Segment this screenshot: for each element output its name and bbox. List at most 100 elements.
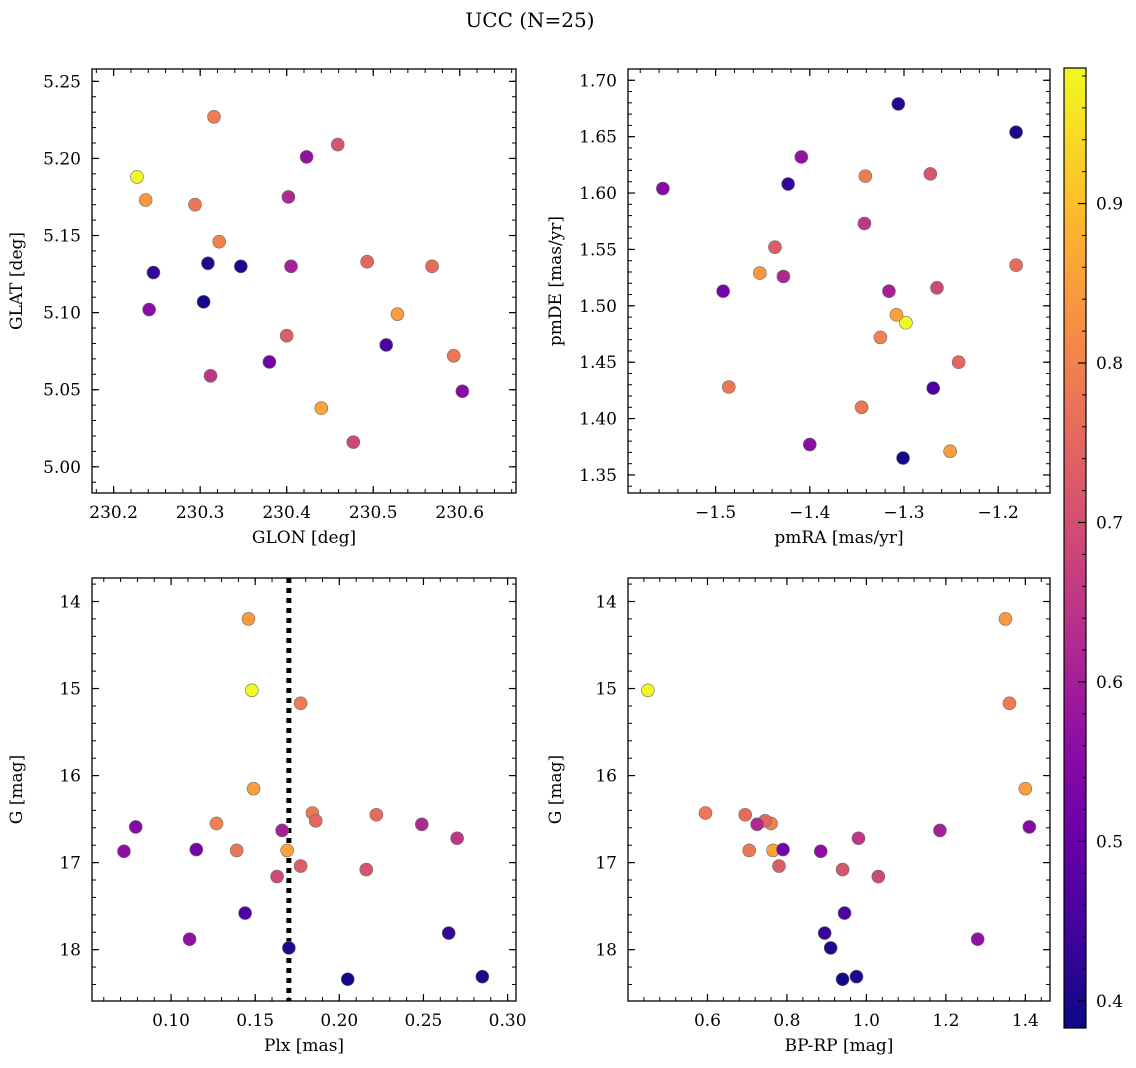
y-axis-label: G [mag] [546,755,566,824]
data-point [270,869,284,884]
data-point [146,265,161,280]
y-tick-label: 18 [595,941,617,961]
data-point [262,355,277,369]
x-tick-label: 0.8 [773,1011,800,1031]
data-point [772,859,786,873]
data-point [753,266,767,280]
data-point [750,817,764,832]
data-point [923,167,938,181]
data-point [212,234,226,249]
y-tick-label: 5.15 [43,227,81,247]
data-point [138,193,153,207]
data-point [998,612,1013,626]
data-point [854,400,869,415]
x-axis-label: BP-RP [mag] [785,1036,894,1056]
x-tick-label: −1.4 [789,503,830,523]
y-tick-label: 17 [59,854,81,874]
y-tick-label: 1.45 [579,353,617,373]
data-point [813,844,828,859]
y-tick-label: 17 [595,854,617,874]
panel-glon-glat: 230.2 230.3 230.4 230.5 230.6 5.00 5.05 5.10 5.1… [7,68,517,548]
colorbar-tick-label: 0.8 [1096,354,1123,374]
data-point [279,328,294,343]
y-tick-label: 1.65 [579,128,617,148]
data-point [330,137,345,152]
panels: 230.2 230.3 230.4 230.5 230.6 5.00 5.05 5.10 5.1… [7,68,1051,1056]
x-tick-label: 230.5 [349,503,398,523]
data-point [414,817,429,832]
data-point [742,843,756,858]
figure-title: UCC (N=25) [465,8,594,32]
data-point [951,355,966,369]
data-point [128,820,143,834]
data-point [849,969,864,984]
data-point [340,972,355,987]
y-tick-label: 1.50 [579,297,617,317]
data-point [837,906,852,920]
data-point [1009,258,1023,273]
data-point [1018,781,1033,796]
data-point [390,307,405,321]
y-tick-label: 5.20 [43,149,81,169]
panel-plx-g: 0.10 0.15 0.20 0.25 0.30 14 15 16 17 18 Plx [mas] G… [7,577,527,1056]
data-point [781,177,795,191]
data-point [656,181,670,196]
axes-frame [91,68,517,494]
data-point [241,612,256,626]
panel-pmra-pmde: −1.5 −1.4 −1.3 −1.2 1.35 1.40 1.45 1.50 1.55 1.60… [546,68,1051,548]
data-point [117,844,131,859]
data-point [970,932,985,947]
data-point [280,843,294,858]
data-point [359,862,374,877]
x-tick-label: 0.15 [236,1011,274,1031]
y-tick-label: 1.60 [579,184,617,204]
x-axis-label: Plx [mas] [264,1036,344,1056]
data-point [873,330,888,345]
y-tick-label: 1.35 [579,466,617,486]
y-tick-label: 16 [59,767,81,787]
x-tick-label: 230.3 [176,503,225,523]
data-point [738,807,753,822]
data-point [721,380,736,394]
data-point [246,781,261,796]
data-point [794,150,809,164]
data-point [229,843,244,858]
data-point [776,842,790,857]
data-point [817,926,832,940]
data-point [871,869,886,884]
colorbar-tick-label: 0.9 [1096,195,1123,215]
data-point [716,284,730,298]
y-axis-label: pmDE [mas/yr] [546,216,566,346]
data-point [275,823,289,838]
data-point [299,150,314,164]
x-tick-label: −1.5 [695,503,736,523]
data-point [899,315,913,330]
x-tick-label: 0.20 [320,1011,358,1031]
y-tick-label: 5.00 [43,458,81,478]
data-point [768,240,782,254]
axes-frame [627,577,1051,1002]
data-point [882,284,896,298]
data-point [284,259,298,274]
data-point [425,259,439,274]
data-point [455,384,470,399]
y-tick-label: 5.05 [43,381,81,401]
y-tick-label: 5.25 [43,72,81,92]
data-point [346,435,361,449]
data-point [943,444,957,459]
colorbar-tick-label: 0.7 [1096,513,1123,533]
y-tick-label: 1.40 [579,410,617,430]
data-point [245,683,259,698]
data-point [1022,820,1037,834]
data-point [379,338,394,352]
data-point [130,170,144,184]
data-point [308,814,323,828]
data-point [823,941,838,955]
data-point [896,451,910,465]
data-point [142,302,156,317]
colorbar-tick-label: 0.6 [1096,673,1123,693]
colorbar-tick-label: 0.5 [1096,832,1123,852]
colorbar-frame [1063,67,1087,1029]
data-point [196,295,211,309]
